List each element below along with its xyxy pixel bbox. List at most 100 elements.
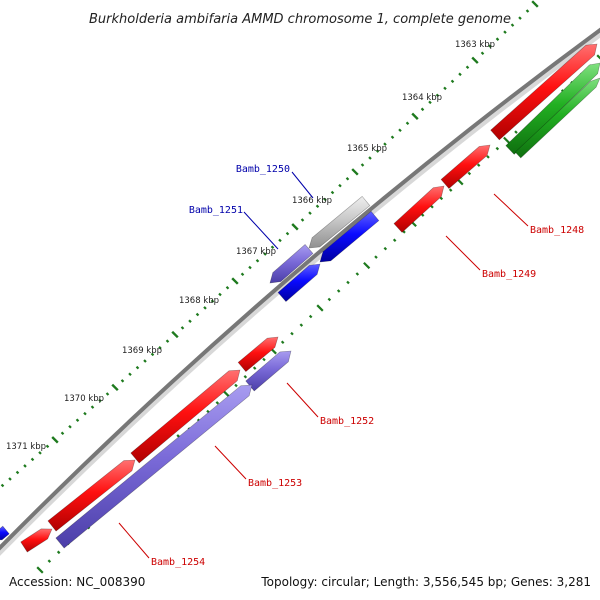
cds-arrow [269,244,314,284]
gene-label: Bamb_1249 [482,269,536,280]
minor-tick [486,155,490,159]
genome-summary: Topology: circular; Length: 3,556,545 bp… [260,575,591,589]
tick-label: 1363 kbp [455,40,495,50]
cds-arrow [237,336,279,373]
minor-tick [430,204,434,209]
minor-tick [525,9,530,13]
cds-arrow [277,263,321,302]
major-tick [231,277,239,285]
tick-label: 1370 kbp [64,394,104,404]
label-layer: Bamb_1248 Bamb_1249 Bamb_1250 Bamb_1251 Bamb… [118,164,584,568]
accession-label: Accession: NC_008390 [9,575,145,589]
minor-tick [206,409,210,414]
minor-tick [285,231,290,236]
minor-tick [330,190,335,195]
minor-tick [270,245,275,249]
cds-arrow [505,62,600,155]
tick-label: 1367 kbp [236,247,276,257]
minor-tick [374,255,378,259]
minor-tick [98,398,102,403]
minor-tick [308,211,312,215]
gene-leader-line [118,522,150,559]
minor-tick [47,559,52,563]
minor-tick [355,272,360,276]
minor-tick [83,411,87,416]
minor-tick [135,365,140,370]
cds-arrow [308,195,371,249]
minor-tick [514,130,518,134]
cds-arrow [393,185,445,233]
major-tick [111,383,119,392]
gene-label: Bamb_1254 [151,557,205,568]
minor-tick [338,183,342,188]
major-tick [363,261,371,270]
minor-tick [15,470,20,475]
gene-leader-line [445,235,481,271]
minor-tick [392,238,397,243]
minor-tick [188,319,192,323]
minor-tick [195,312,200,317]
tick-label: 1371 kbp [6,442,46,452]
minor-tick [450,79,455,84]
minor-tick [360,163,365,167]
minor-tick [60,431,65,436]
cds-arrow [440,144,491,189]
gene-leader-line [493,193,529,227]
minor-tick [234,383,238,388]
major-tick [316,304,324,312]
cds-arrow [514,77,600,159]
minor-tick [243,375,248,379]
minor-tick [383,142,387,146]
minor-tick [405,121,410,126]
minor-tick [315,204,320,209]
minor-tick [45,444,50,449]
gene-leader-line [214,445,247,480]
minor-tick [300,218,305,222]
minor-tick [420,107,425,112]
minor-tick [225,285,230,290]
major-tick [171,330,179,339]
cds-arrow [319,210,380,263]
gene-label: Bamb_1251 [189,205,243,216]
minor-tick [240,272,245,277]
minor-tick [345,177,350,181]
minor-tick [218,292,222,297]
minor-tick [488,44,492,48]
minor-tick [23,464,27,468]
minor-tick [336,289,341,293]
minor-tick [180,326,185,330]
cds-arrow [55,384,253,549]
minor-tick [443,86,447,91]
minor-tick [435,93,440,98]
feature-layer [0,43,600,553]
minor-tick [210,299,215,303]
major-tick [503,136,511,144]
gene-label: Bamb_1253 [248,478,302,489]
cds-arrow [0,525,10,541]
minor-tick [467,171,472,176]
minor-tick [476,163,481,167]
major-tick [351,168,359,176]
tick-label: 1369 kbp [122,346,162,356]
major-tick [531,0,539,8]
minor-tick [68,425,72,429]
minor-tick [383,246,388,251]
minor-tick [458,72,462,77]
gene-label: Bamb_1250 [236,164,290,175]
minor-tick [248,265,252,270]
major-tick [36,566,44,574]
minor-tick [503,30,507,34]
major-tick [291,223,299,231]
minor-tick [308,314,313,319]
gene-leader-line [243,211,279,250]
major-tick [596,54,600,60]
minor-tick [75,418,80,422]
minor-tick [262,357,266,362]
minor-tick [346,280,350,285]
minor-tick [278,238,282,243]
minor-tick [165,339,170,343]
gene-label: Bamb_1248 [530,225,584,236]
minor-tick [428,100,432,105]
minor-tick [150,352,155,357]
minor-tick [448,188,453,192]
